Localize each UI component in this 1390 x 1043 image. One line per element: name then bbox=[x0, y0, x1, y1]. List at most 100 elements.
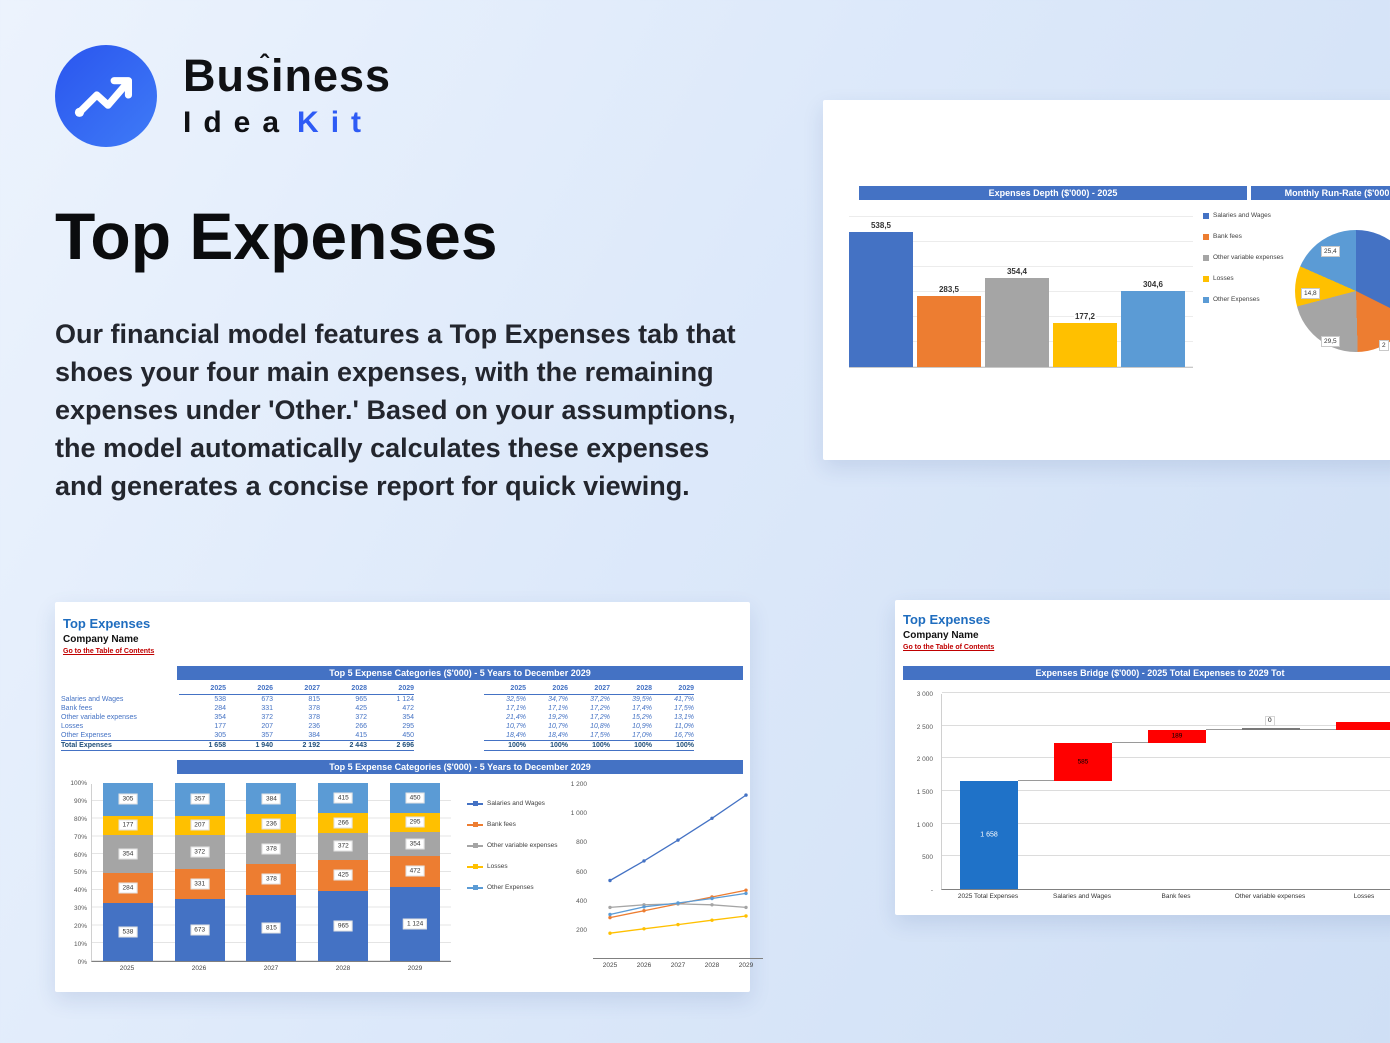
bridge-chart-y-axis: 3 000 2 500 2 000 1 500 1 000 500 - bbox=[903, 691, 935, 894]
brand-word-idea-kit: Idea Kit bbox=[183, 106, 391, 140]
stacked-bar: 673 331 372 207 357 bbox=[174, 783, 225, 961]
bar-value-label: 304,6 bbox=[1141, 280, 1165, 289]
pie-data-label: 29,5 bbox=[1321, 336, 1340, 347]
cell-percent: 17,2% bbox=[590, 714, 610, 721]
bar bbox=[1121, 291, 1185, 367]
stacked-bar: 538 284 354 177 305 bbox=[102, 783, 153, 961]
legend-label: Bank fees bbox=[487, 821, 516, 828]
segment-value-label: 1 124 bbox=[402, 918, 428, 930]
year-header: 2027 bbox=[568, 684, 610, 695]
gridline bbox=[942, 692, 1390, 693]
axis-tick: 2027 bbox=[670, 962, 686, 969]
bar-segment: 472 bbox=[390, 855, 441, 887]
segment-value-label: 372 bbox=[190, 846, 210, 858]
company-name: Company Name bbox=[903, 630, 979, 641]
bridge-chart-x-axis: 2025 Total Expenses Salaries and Wages Ban… bbox=[941, 893, 1390, 900]
bar-segment: 378 bbox=[246, 833, 297, 865]
segment-value-label: 965 bbox=[333, 920, 353, 932]
legend-marker bbox=[1203, 255, 1209, 261]
table-of-contents-link[interactable]: Go to the Table of Contents bbox=[903, 644, 995, 651]
top-expenses-sheet-card: Top Expenses Company Name Go to the Tabl… bbox=[55, 602, 763, 992]
cell-value: 305 bbox=[214, 732, 226, 739]
cell-value: 266 bbox=[355, 723, 367, 730]
depth-chart-legend: Salaries and Wages Bank fees Other variabl… bbox=[1203, 212, 1287, 317]
line-point bbox=[744, 914, 748, 918]
pie-data-label: 25,4 bbox=[1321, 246, 1340, 257]
bar-segment: 415 bbox=[318, 783, 369, 814]
legend-item: Other Expenses bbox=[1203, 296, 1287, 304]
gridline bbox=[942, 822, 1390, 824]
axis-tick: 2025 bbox=[602, 962, 618, 969]
axis-tick: 2028 bbox=[335, 965, 351, 972]
bar-segment: 673 bbox=[174, 899, 225, 961]
axis-tick: 1 500 bbox=[916, 789, 933, 796]
line-point bbox=[642, 859, 646, 863]
legend-item: Other variable expenses bbox=[467, 842, 561, 850]
cell-value: 538 bbox=[214, 696, 226, 703]
axis-tick: 2029 bbox=[738, 962, 754, 969]
bar-segment: 236 bbox=[246, 814, 297, 834]
bar-segment: 354 bbox=[390, 832, 441, 856]
gap-cell bbox=[414, 695, 484, 704]
cell-value: 2 696 bbox=[367, 740, 414, 751]
stacked-bar: 1 124 472 354 295 450 bbox=[390, 783, 441, 961]
legend-label: Losses bbox=[487, 863, 508, 870]
gap-cell bbox=[414, 713, 484, 722]
trend-arrow-logo-icon bbox=[55, 45, 157, 147]
cell-value: 284 bbox=[214, 705, 226, 712]
bar-segment: 295 bbox=[390, 812, 441, 833]
cell-percent: 100% bbox=[568, 740, 610, 751]
line-point bbox=[608, 905, 612, 910]
legend-marker bbox=[467, 843, 483, 848]
cell-value: 354 bbox=[214, 714, 226, 721]
bar bbox=[985, 278, 1049, 367]
year-header: 2026 bbox=[526, 684, 568, 695]
legend-marker bbox=[467, 864, 483, 869]
bar-segment: 207 bbox=[174, 815, 225, 835]
legend-label: Losses bbox=[1213, 275, 1234, 282]
bar-value-label: 1 658 bbox=[980, 831, 998, 839]
table-row: Salaries and Wages 538 673 815 965 1 124 32,5%… bbox=[61, 695, 694, 704]
bar-value-label: 585 bbox=[1077, 758, 1089, 766]
axis-tick: 2026 bbox=[191, 965, 207, 972]
cell-percent: 18,4% bbox=[548, 732, 568, 739]
line-point bbox=[710, 918, 714, 922]
stacked-chart-x-axis: 2025 2026 2027 2028 2029 bbox=[91, 965, 451, 972]
line-chart-y-axis: 1 200 1 000 800 600 400 200 bbox=[559, 781, 589, 959]
expenses-bridge-card: Top Expenses Company Name Go to the Tabl… bbox=[895, 600, 1390, 915]
brand-logo[interactable]: Business ˆ Idea Kit bbox=[55, 45, 391, 147]
cell-percent: 100% bbox=[652, 740, 694, 751]
legend-item: Salaries and Wages bbox=[467, 800, 561, 808]
expense-table-body: Salaries and Wages 538 673 815 965 1 124 32,5%… bbox=[61, 695, 694, 751]
row-label: Other variable expenses bbox=[61, 714, 137, 721]
axis-tick: 2026 bbox=[636, 962, 652, 969]
stacked-bar: 965 425 372 266 415 bbox=[318, 783, 369, 961]
segment-value-label: 266 bbox=[333, 817, 353, 829]
gap-cell bbox=[414, 704, 484, 713]
row-label: Bank fees bbox=[61, 705, 93, 712]
table-of-contents-link[interactable]: Go to the Table of Contents bbox=[63, 648, 155, 655]
stacked-bar-chart: 538 284 354 177 305 673 331 372 207 357 815 378 378 2… bbox=[91, 783, 451, 962]
line-point bbox=[710, 903, 714, 907]
row-label: Losses bbox=[61, 723, 84, 730]
brand-wordmark: Business ˆ Idea Kit bbox=[183, 49, 391, 140]
legend-marker bbox=[467, 885, 483, 890]
axis-tick: Salaries and Wages bbox=[1053, 893, 1111, 900]
segment-value-label: 425 bbox=[333, 869, 353, 881]
cell-value: 295 bbox=[402, 723, 414, 730]
cell-value: 1 124 bbox=[396, 696, 414, 703]
axis-tick: 800 bbox=[576, 839, 587, 847]
bar-value-label: 354,4 bbox=[1005, 267, 1029, 276]
bar-value-label: 0 bbox=[1265, 716, 1275, 727]
line-series bbox=[609, 794, 747, 882]
segment-value-label: 450 bbox=[405, 792, 425, 804]
sheet-chart-legend: Salaries and Wages Bank fees Other variabl… bbox=[467, 800, 561, 905]
bar-column: 283,5 bbox=[917, 285, 981, 367]
axis-tick: 2 000 bbox=[916, 756, 933, 764]
segment-value-label: 284 bbox=[118, 882, 138, 894]
bridge-bar: 585 bbox=[1054, 742, 1112, 781]
cell-percent: 17,1% bbox=[548, 705, 568, 712]
cell-percent: 11,0% bbox=[674, 723, 694, 730]
bar-segment: 284 bbox=[102, 872, 153, 904]
depth-chart-title: Expenses Depth ($'000) - 2025 bbox=[859, 186, 1247, 200]
